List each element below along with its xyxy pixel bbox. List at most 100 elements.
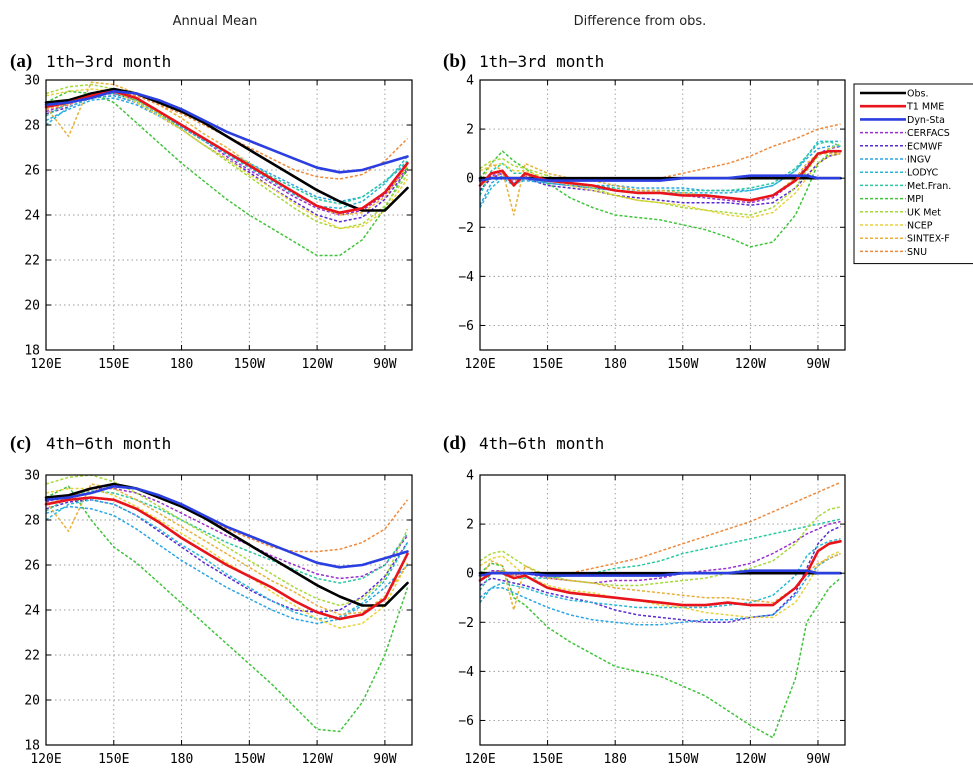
panel-d: (d) 4th−6th month 120E 150E 180 150W 120W 90W… <box>443 433 846 767</box>
x-tick-label: 150E <box>532 357 563 372</box>
series-line-sintex-f <box>479 152 841 216</box>
y-tick-label: 18 <box>24 344 40 359</box>
x-tick-label: 150W <box>667 357 698 372</box>
x-tick-label: 90W <box>806 357 830 372</box>
plot-area <box>46 475 412 745</box>
series-line-obs <box>44 482 409 607</box>
y-tick-label: 24 <box>24 604 40 619</box>
y-tick-label: −4 <box>458 270 474 285</box>
panel-c-tag: (c) <box>10 433 31 454</box>
x-tick-label: 120E <box>464 357 495 372</box>
series-line-sintex-f <box>45 483 409 616</box>
series-line-lodyc <box>479 538 841 609</box>
panel-c-plot: 120E 150E 180 150W 120W 90W 18 20 22 24 26 28 30 <box>24 469 413 767</box>
column-header-right: Difference from obs. <box>574 14 707 29</box>
series-line-lodyc <box>45 499 409 620</box>
plot-frame <box>479 474 846 746</box>
y-tick-label: −6 <box>458 714 474 729</box>
legend-label: NCEP <box>907 221 933 232</box>
plot-frame <box>479 79 846 351</box>
y-tick-label: 30 <box>24 74 40 89</box>
panel-d-tag: (d) <box>443 433 466 454</box>
legend-label: INGV <box>907 155 931 166</box>
x-tick-label: 120E <box>30 357 61 372</box>
panel-a-plot: 120E 150E 180 150W 120W 90W 18 20 22 24 26 28 30 <box>24 74 413 372</box>
series-line-obs <box>44 87 409 212</box>
panel-a-tag: (a) <box>10 51 32 72</box>
legend-box <box>853 83 973 265</box>
series-line-ingv <box>45 505 409 625</box>
x-tick-label: 120W <box>735 752 766 767</box>
series-line-t1-mme <box>478 149 842 202</box>
y-tick-label: −4 <box>458 665 474 680</box>
y-tick-label: −2 <box>458 221 474 236</box>
y-tick-label: 22 <box>24 254 40 269</box>
series-line-dyn-sta <box>44 90 409 174</box>
y-tick-label: 26 <box>24 559 40 574</box>
y-tick-label: 28 <box>24 514 40 529</box>
series-line-t1-mme <box>44 496 409 621</box>
series-line-uk-met <box>479 506 841 587</box>
y-tick-label: 26 <box>24 164 40 179</box>
series-line-uk-met <box>45 474 409 607</box>
y-tick-label: 24 <box>24 209 40 224</box>
series-line-snu <box>479 481 841 582</box>
series-line-ncep <box>45 487 409 629</box>
legend-label: LODYC <box>907 168 939 179</box>
series-line-ncep <box>479 152 841 219</box>
panel-b: (b) 1th−3rd month 120E 150E 180 150W 120W 90W… <box>443 51 846 372</box>
panel-b-title: 1th−3rd month <box>479 52 604 71</box>
legend-label: MPI <box>907 194 924 205</box>
series-line-uk-met <box>45 83 409 230</box>
x-tick-label: 150E <box>98 357 129 372</box>
y-tick-label: −6 <box>458 319 474 334</box>
panel-c: (c) 4th−6th month 120E 150E 180 150W 120W 90W… <box>10 433 413 767</box>
x-tick-label: 180 <box>170 357 193 372</box>
legend-label: SINTEX-F <box>907 234 950 245</box>
y-tick-label: 18 <box>24 739 40 754</box>
x-tick-label: 150E <box>98 752 129 767</box>
series-line-t1-mme <box>478 540 842 607</box>
series-line-dyn-sta <box>44 485 409 569</box>
legend-label: Dyn-Sta <box>907 115 945 126</box>
y-tick-label: 20 <box>24 299 40 314</box>
y-tick-label: 4 <box>466 469 474 484</box>
x-tick-label: 150W <box>234 752 265 767</box>
x-tick-label: 90W <box>806 752 830 767</box>
x-tick-label: 120E <box>464 752 495 767</box>
series-line-mpi <box>479 150 841 248</box>
y-tick-label: 4 <box>466 74 474 89</box>
x-tick-label: 120E <box>30 752 61 767</box>
panel-b-plot: 120E 150E 180 150W 120W 90W −6 −4 −2 0 2 4 <box>458 74 846 372</box>
legend-label: CERFACS <box>907 128 950 139</box>
legend-label: T1 MME <box>906 102 944 113</box>
column-header-left: Annual Mean <box>173 14 258 29</box>
legend-label: UK Met <box>907 207 941 218</box>
legend: Obs. T1 MME Dyn-Sta CERFACS ECMWF INGV LODYC Me… <box>853 83 973 265</box>
legend-label: SNU <box>907 247 927 258</box>
panel-a: (a) 1th−3rd month 120E 150E 180 150W 120W 90W… <box>10 51 413 372</box>
y-tick-label: 20 <box>24 694 40 709</box>
x-tick-label: 180 <box>603 357 626 372</box>
x-tick-label: 180 <box>603 752 626 767</box>
plot-area <box>480 80 845 350</box>
series-line-met-fran <box>479 518 841 591</box>
panel-c-title: 4th−6th month <box>46 434 171 453</box>
series-line-dyn-sta <box>478 174 842 182</box>
panel-d-title: 4th−6th month <box>479 434 604 453</box>
panel-a-title: 1th−3rd month <box>46 52 171 71</box>
y-tick-label: 0 <box>466 567 474 582</box>
series-line-sintex-f <box>45 81 409 216</box>
x-tick-label: 150W <box>234 357 265 372</box>
legend-label: Obs. <box>907 89 928 100</box>
series-line-dyn-sta <box>478 569 842 577</box>
panel-d-plot: 120E 150E 180 150W 120W 90W −6 −4 −2 0 2 4 <box>458 469 846 767</box>
x-tick-label: 150W <box>667 752 698 767</box>
x-tick-label: 120W <box>735 357 766 372</box>
series-line-mpi <box>45 90 409 257</box>
y-tick-label: −2 <box>458 616 474 631</box>
y-tick-label: 22 <box>24 649 40 664</box>
x-tick-label: 120W <box>301 752 332 767</box>
x-tick-label: 180 <box>170 752 193 767</box>
